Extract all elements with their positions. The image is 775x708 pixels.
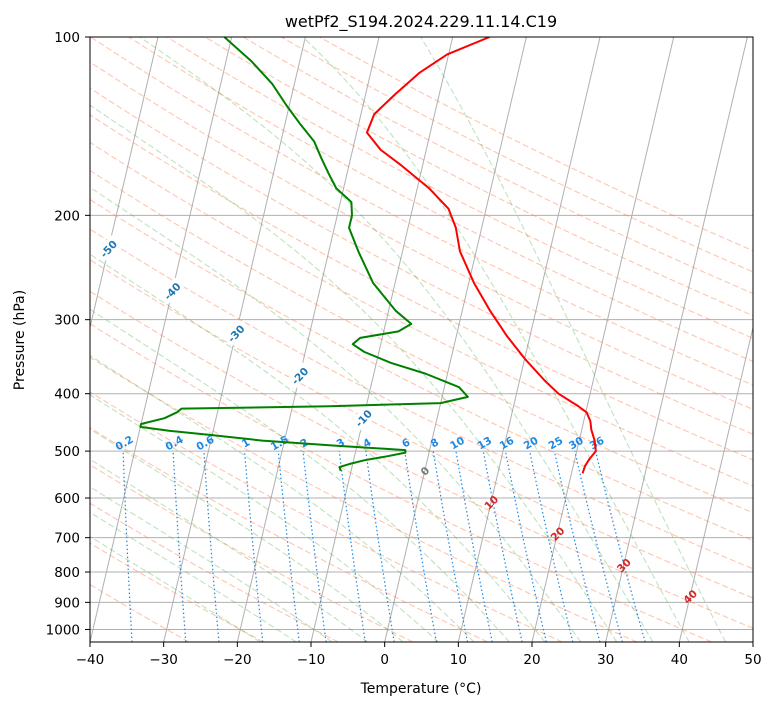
dry-adiabat-line — [90, 61, 753, 410]
mixing-ratio-line — [432, 451, 469, 642]
y-tick-label: 900 — [54, 595, 80, 611]
isotherm-line — [90, 37, 159, 330]
moist-adiabat-line — [90, 428, 404, 642]
x-tick-label: 20 — [523, 652, 540, 668]
isotherm-line — [605, 37, 748, 642]
x-tick-label: −20 — [223, 652, 252, 668]
moist-adiabat-line — [139, 37, 654, 642]
dry-adiabat-line — [90, 169, 753, 514]
isotherm-label-background — [95, 235, 122, 262]
dewpoint-line — [139, 37, 469, 472]
x-tick-label: −30 — [149, 652, 178, 668]
dry-adiabat-line — [242, 37, 753, 295]
isotherm-line — [310, 37, 454, 642]
x-axis: −40 −30 −20 −10 0 10 20 30 40 50 — [76, 642, 762, 668]
isotherm-line — [678, 325, 753, 642]
x-tick-label: 30 — [597, 652, 614, 668]
dry-adiabat-line — [90, 464, 414, 642]
x-tick-label: 40 — [671, 652, 688, 668]
y-tick-label: 700 — [54, 531, 80, 547]
dry-adiabat-line — [90, 323, 712, 642]
dry-adiabat-line — [90, 37, 753, 386]
dry-adiabat-line — [204, 37, 753, 317]
moist-adiabat-line — [90, 458, 369, 642]
isotherm-label-background — [286, 362, 313, 389]
dry-adiabat-line — [166, 37, 753, 339]
y-tick-label: 500 — [54, 444, 80, 460]
moist-adiabat-line — [90, 308, 510, 642]
y-tick-label: 200 — [54, 208, 80, 224]
isotherm-label-background — [222, 319, 249, 347]
mixing-ratio-line — [277, 451, 300, 642]
y-axis: 1000 900 800 700 600 500 400 300 200 100 — [46, 30, 90, 638]
dry-adiabat-line — [90, 502, 339, 642]
dry-adiabat-line — [128, 37, 753, 363]
isotherm-label-background — [350, 404, 376, 432]
plot-background — [90, 37, 753, 642]
plot-area — [90, 37, 753, 642]
y-tick-label: 100 — [54, 30, 80, 46]
plot-frame — [89, 36, 754, 643]
chart-title: wetPf2_S194.2024.229.11.14.C19 — [285, 12, 557, 32]
mixing-ratio-line — [302, 451, 327, 642]
x-tick-label: 50 — [744, 652, 761, 668]
x-axis-label: Temperature (°C) — [360, 681, 482, 697]
dry-adiabat-line — [90, 259, 753, 599]
dry-adiabat-line — [90, 290, 753, 629]
isotherm-line — [531, 37, 675, 642]
x-tick-label: −10 — [297, 652, 326, 668]
mixing-ratio-line — [504, 450, 547, 642]
mixing-ratio-line — [455, 450, 493, 642]
mixing-ratio-line — [404, 451, 438, 642]
mixing-ratio-line — [338, 451, 366, 642]
moist-adiabat-line — [90, 511, 297, 642]
mixing-ratio-line — [365, 451, 395, 642]
y-tick-label: 800 — [54, 565, 80, 581]
moist-adiabat-line — [90, 253, 546, 642]
moist-adiabat-line — [302, 37, 690, 642]
mixing-ratio-line — [482, 450, 523, 642]
moist-adiabat-line — [90, 394, 439, 642]
x-tick-label: −40 — [76, 652, 105, 668]
dry-adiabat-line — [90, 114, 753, 461]
isotherm-label-background — [158, 277, 185, 305]
mixing-ratio-line — [553, 450, 601, 642]
isotherm-line — [457, 37, 601, 642]
mixing-ratio-line — [574, 450, 623, 642]
dry-adiabat-line — [90, 356, 638, 642]
temperature-line — [365, 37, 597, 474]
isotherm-line — [384, 37, 527, 642]
moist-adiabat-line — [90, 486, 333, 642]
mixing-ratio-line — [595, 450, 646, 642]
y-tick-label: 300 — [54, 313, 80, 329]
moist-adiabat-line — [420, 37, 727, 642]
x-tick-label: 10 — [450, 652, 467, 668]
y-tick-label: 600 — [54, 491, 80, 507]
dry-adiabat-line — [319, 37, 753, 252]
mixing-ratio-line — [529, 450, 574, 642]
moist-adiabat-line — [90, 186, 582, 642]
x-tick-label: 0 — [380, 652, 389, 668]
dry-adiabat-line — [90, 141, 753, 487]
y-axis-label: Pressure (hPa) — [12, 290, 28, 390]
mixing-ratio-line — [243, 451, 264, 642]
background-lines — [90, 37, 753, 642]
isotherm-line — [90, 37, 233, 642]
profile-series — [139, 37, 597, 474]
y-tick-label: 400 — [54, 387, 80, 403]
y-tick-label: 1000 — [46, 622, 80, 638]
isotherm-line — [236, 37, 380, 642]
moist-adiabat-line — [90, 104, 618, 642]
